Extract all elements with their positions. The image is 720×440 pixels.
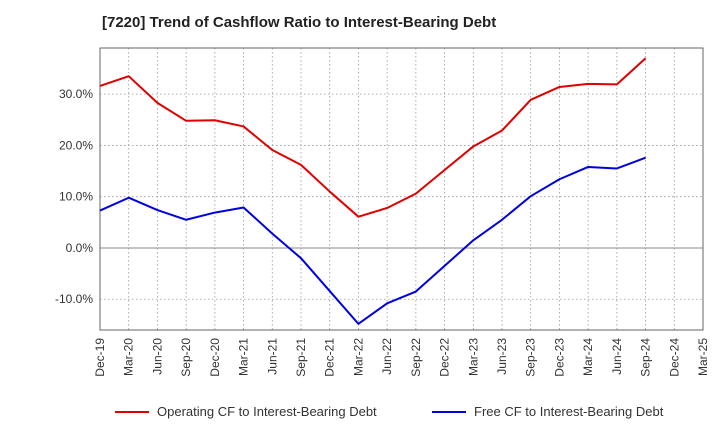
x-tick-label: Mar-24 bbox=[581, 338, 595, 376]
legend-item-operating-cf: Operating CF to Interest-Bearing Debt bbox=[115, 404, 377, 419]
x-tick-label: Jun-21 bbox=[265, 338, 279, 375]
x-tick-label: Sep-21 bbox=[294, 338, 308, 377]
x-tick-label: Sep-22 bbox=[409, 338, 423, 377]
x-tick-label: Jun-22 bbox=[380, 338, 394, 375]
x-tick-label: Dec-19 bbox=[93, 338, 107, 377]
x-tick-label: Dec-22 bbox=[438, 338, 452, 377]
legend-swatch-operating-cf bbox=[115, 410, 149, 413]
plot-area: -10.0% 0.0% 10.0% 20.0% 30.0% Dec-19 Mar-20 Jun… bbox=[55, 47, 710, 377]
x-tick-label: Sep-20 bbox=[179, 338, 193, 377]
x-tick-label: Jun-23 bbox=[495, 338, 509, 375]
x-tick-label: Mar-20 bbox=[122, 338, 136, 376]
x-tick-label: Dec-20 bbox=[208, 338, 222, 377]
x-tick-label: Mar-25 bbox=[696, 338, 710, 376]
x-tick-label: Mar-21 bbox=[237, 338, 251, 376]
legend-label-operating-cf: Operating CF to Interest-Bearing Debt bbox=[157, 404, 377, 419]
x-tick-label: Dec-23 bbox=[552, 338, 566, 377]
y-tick-label: 10.0% bbox=[59, 190, 93, 204]
y-tick-label: 0.0% bbox=[66, 241, 94, 255]
x-tick-label: Sep-24 bbox=[639, 338, 653, 377]
series-line-free-cf bbox=[99, 156, 646, 325]
legend: Operating CF to Interest-Bearing Debt Fr… bbox=[0, 404, 720, 426]
y-tick-label: 30.0% bbox=[59, 87, 93, 101]
series-line-operating-cf bbox=[99, 57, 647, 218]
x-tick-label: Mar-23 bbox=[466, 338, 480, 376]
chart-title: [7220] Trend of Cashflow Ratio to Intere… bbox=[102, 14, 497, 31]
legend-label-free-cf: Free CF to Interest-Bearing Debt bbox=[474, 404, 664, 419]
x-tick-label: Mar-22 bbox=[351, 338, 365, 376]
x-tick-label: Jun-24 bbox=[610, 338, 624, 375]
plot-frame bbox=[99, 47, 704, 331]
y-tick-label: -10.0% bbox=[55, 292, 93, 306]
x-tick-label: Jun-20 bbox=[150, 338, 164, 375]
y-tick-label: 20.0% bbox=[59, 138, 93, 152]
legend-item-free-cf: Free CF to Interest-Bearing Debt bbox=[432, 404, 663, 419]
legend-swatch-free-cf bbox=[432, 410, 466, 413]
x-tick-label: Dec-21 bbox=[323, 338, 337, 377]
x-tick-label: Sep-23 bbox=[524, 338, 538, 377]
x-tick-label: Dec-24 bbox=[667, 338, 681, 377]
